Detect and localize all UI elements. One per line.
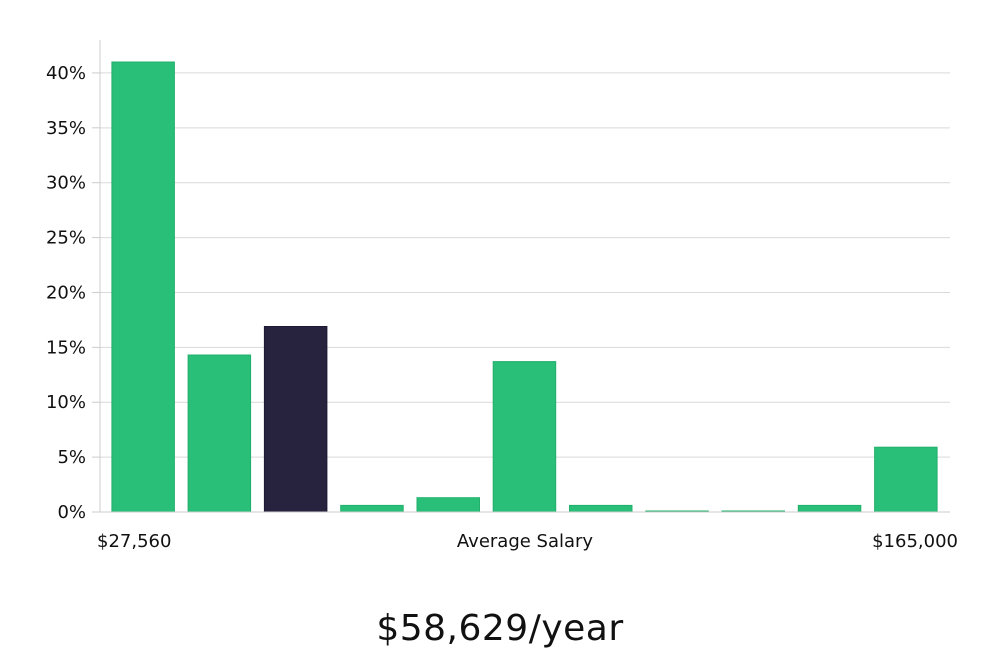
y-tick-label: 10% <box>46 392 86 413</box>
bar <box>111 61 175 513</box>
y-tick-label: 0% <box>57 502 86 523</box>
bar <box>492 361 557 513</box>
y-tick-labels: 0% 5% 10% 15% 20% 25% 30% 35% 40% <box>46 63 100 523</box>
y-tick-label: 30% <box>46 173 86 194</box>
bar <box>569 504 633 513</box>
bar <box>416 497 480 513</box>
y-tick-label: 5% <box>57 447 86 468</box>
y-tick-label: 15% <box>46 337 86 358</box>
x-axis-title: Average Salary <box>457 531 594 552</box>
y-tick-label: 25% <box>46 228 86 249</box>
bar <box>797 504 862 513</box>
bar <box>874 446 938 513</box>
bars-layer <box>111 61 938 513</box>
y-tick-label: 20% <box>46 282 86 303</box>
bar-highlighted <box>263 326 328 513</box>
bar <box>187 354 252 513</box>
y-tick-label: 35% <box>46 118 86 139</box>
salary-histogram-chart: 0% 5% 10% 15% 20% 25% 30% 35% 40% $27,560 Averag… <box>46 40 958 552</box>
x-min-label: $27,560 <box>97 531 171 552</box>
x-max-label: $165,000 <box>872 531 958 552</box>
y-tick-label: 40% <box>46 63 86 84</box>
bar <box>340 504 404 513</box>
average-salary-value: $58,629/year <box>376 608 624 649</box>
